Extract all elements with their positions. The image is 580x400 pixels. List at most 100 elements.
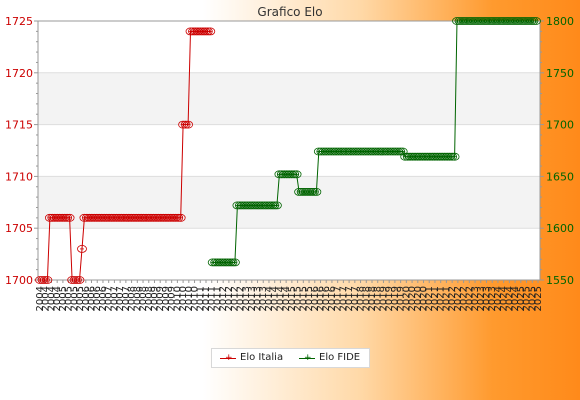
right-tick-label: 1700 [546,119,574,132]
point-cross-elo-fide [274,203,279,208]
x-tick-label: 2008 [132,286,143,311]
data-point-elo-fide [395,147,406,156]
x-tick-label: 2017 [344,286,355,311]
point-cross-elo-fide [400,149,405,154]
point-cross-elo-italia [79,246,84,251]
x-tick-label: 2022 [447,286,458,311]
x-tick-label: 2024 [510,286,521,311]
right-tick-label: 1550 [546,274,574,287]
x-tick-label: 2013 [258,286,269,311]
point-cross-elo-italia [208,29,213,34]
x-tick-label: 2010 [190,286,201,311]
x-tick-label: 2015 [304,286,315,311]
left-tick-label: 1710 [5,170,33,183]
x-tick-label: 2023 [470,286,481,311]
data-point-elo-italia [42,276,53,284]
x-tick-label: 2008 [144,286,155,311]
x-tick-label: 2006 [98,286,109,311]
x-tick-label: 2016 [310,286,321,311]
chart-title: Grafico Elo [257,5,322,19]
left-tick-label: 1715 [5,119,33,132]
x-tick-label: 2009 [155,286,166,311]
x-tick-label: 2020 [407,286,418,311]
data-point-elo-fide [311,187,322,196]
x-tick-label: 2014 [281,286,292,311]
point-cross-elo-italia [178,215,183,220]
x-tick-label: 2014 [275,286,286,311]
data-point-elo-fide [229,258,240,267]
x-tick-label: 2007 [115,286,126,311]
data-point-elo-fide [449,152,460,161]
data-point-elo-italia [180,120,191,129]
point-cross-elo-italia [186,122,191,127]
x-tick-label: 2005 [64,286,75,311]
data-point-elo-fide [271,201,282,210]
x-tick-label: 2023 [481,286,492,311]
data-point-elo-fide [531,17,541,25]
left-tick-label: 1725 [5,15,33,28]
data-point-elo-italia [64,213,75,222]
data-point-elo-italia [77,244,87,253]
x-tick-label: 2021 [436,286,447,311]
x-tick-label: 2019 [384,286,395,311]
data-point-elo-fide [447,152,458,161]
point-cross-elo-italia [45,278,50,282]
legend: + Elo Italia + Elo FIDE [211,348,370,368]
point-cross-elo-fide [534,19,538,23]
x-tick-label: 2005 [58,286,69,311]
right-tick-label: 1600 [546,222,574,235]
x-tick-label: 2012 [218,286,229,311]
x-tick-label: 2009 [161,286,172,311]
right-tick-label: 1800 [546,15,574,28]
x-tick-label: 2008 [127,286,138,311]
x-tick-label: 2007 [104,286,115,311]
x-tick-label: 2020 [401,286,412,311]
data-point-elo-fide [397,147,408,156]
right-tick-label: 1650 [546,170,574,183]
point-cross-elo-fide [294,172,299,177]
x-tick-label: 2018 [356,286,367,311]
x-tick-label: 2010 [172,286,183,311]
x-tick-label: 2004 [41,286,52,311]
point-cross-elo-fide [452,154,457,159]
data-point-elo-italia [205,27,216,36]
x-tick-label: 2018 [367,286,378,311]
x-tick-label: 2005 [69,286,80,311]
x-tick-label: 2025 [533,286,544,311]
x-tick-label: 2007 [121,286,132,311]
point-cross-elo-italia [77,278,82,282]
x-tick-label: 2004 [46,286,57,311]
x-tick-label: 2017 [350,286,361,311]
data-point-elo-fide [291,170,302,179]
x-tick-label: 2025 [516,286,527,311]
legend-label-elo-fide: Elo FIDE [319,352,361,363]
point-cross-elo-italia [67,215,72,220]
x-tick-label: 2021 [430,286,441,311]
x-tick-label: 2012 [230,286,241,311]
x-tick-label: 2015 [293,286,304,311]
x-tick-label: 2024 [493,286,504,311]
x-tick-label: 2018 [361,286,372,311]
x-tick-label: 2017 [338,286,349,311]
x-tick-label: 2022 [459,286,470,311]
x-tick-label: 2023 [487,286,498,311]
x-tick-label: 2025 [522,286,533,311]
plot-area [38,21,540,280]
x-tick-label: 2010 [184,286,195,311]
data-point-elo-italia [74,276,85,284]
data-point-elo-italia [183,120,194,129]
x-tick-label: 2005 [75,286,86,311]
legend-marker-icon: + [225,353,233,363]
x-tick-label: 2016 [315,286,326,311]
x-tick-label: 2011 [212,286,223,311]
x-tick-label: 2013 [253,286,264,311]
x-tick-label: 2011 [201,286,212,311]
plot-area-border [37,20,541,281]
left-tick-label: 1700 [5,274,33,287]
x-tick-label: 2024 [499,286,510,311]
x-tick-label: 2013 [241,286,252,311]
x-tick-label: 2006 [81,286,92,311]
x-tick-label: 2019 [378,286,389,311]
x-tick-label: 2004 [52,286,63,311]
